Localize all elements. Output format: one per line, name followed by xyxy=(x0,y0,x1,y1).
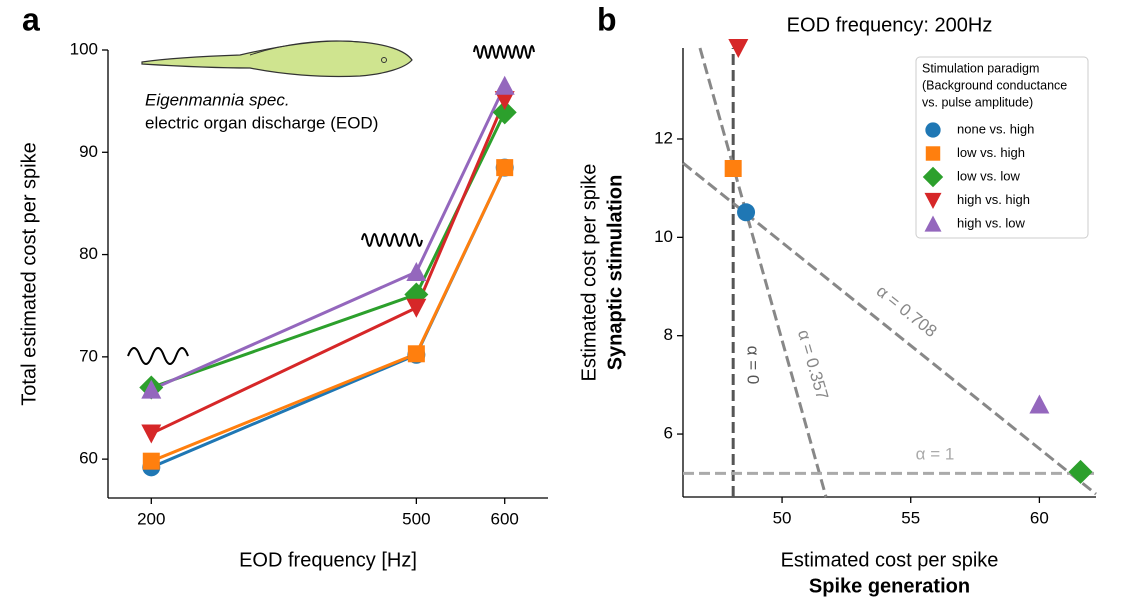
fish-eye xyxy=(381,57,387,63)
y-tick-label: 90 xyxy=(79,142,98,161)
chart-title: EOD frequency: 200Hz xyxy=(787,14,993,36)
fish-fin xyxy=(249,40,361,56)
marker-point xyxy=(737,203,756,222)
y-tick-label: 10 xyxy=(654,227,673,246)
y-tick-label: 70 xyxy=(79,346,98,365)
reference-line xyxy=(698,47,828,498)
marker-point xyxy=(496,159,514,177)
y-axis-label: Total estimated cost per spike xyxy=(18,142,40,405)
y-tick-label: 8 xyxy=(664,325,673,344)
legend-label: low vs. low xyxy=(957,168,1020,183)
x-tick-label: 600 xyxy=(491,509,519,528)
reference-line-label: α = 0.708 xyxy=(873,281,941,341)
marker-point xyxy=(492,100,517,125)
annotation: electric organ discharge (EOD) xyxy=(145,113,378,132)
x-axis-label: EOD frequency [Hz] xyxy=(239,549,417,571)
legend-marker xyxy=(922,166,944,188)
marker-point xyxy=(141,379,162,399)
y-tick-label: 60 xyxy=(79,449,98,468)
series-line xyxy=(150,99,507,435)
y-axis-label: Synaptic stimulation xyxy=(604,175,626,371)
legend-title: vs. pulse amplitude) xyxy=(922,95,1033,109)
legend-marker xyxy=(924,215,942,232)
marker-point xyxy=(728,39,749,58)
legend-label: low vs. high xyxy=(957,145,1025,160)
legend-title: Stimulation paradigm xyxy=(922,61,1039,75)
x-tick-label: 500 xyxy=(402,509,430,528)
x-axis-label: Estimated cost per spike xyxy=(781,549,999,571)
series-line xyxy=(150,166,507,463)
marker-point xyxy=(141,424,162,444)
legend-label: none vs. high xyxy=(957,121,1034,136)
marker-point xyxy=(494,75,515,95)
legend-marker xyxy=(924,192,942,209)
x-tick-label: 60 xyxy=(1030,508,1049,527)
marker-point xyxy=(724,159,742,177)
y-tick-label: 100 xyxy=(70,39,98,58)
annotation: Eigenmannia spec. xyxy=(145,90,290,109)
legend-box xyxy=(915,56,1089,239)
marker-point xyxy=(1029,394,1050,414)
marker-point xyxy=(142,452,160,470)
series-line xyxy=(150,111,507,389)
panel-label: a xyxy=(22,1,40,37)
panel-label: b xyxy=(597,1,617,37)
legend-label: high vs. high xyxy=(957,192,1030,207)
legend-title: (Background conductance xyxy=(922,78,1067,92)
x-tick-label: 200 xyxy=(137,509,165,528)
x-tick-label: 55 xyxy=(901,508,920,527)
series-line xyxy=(150,166,507,469)
marker-point xyxy=(406,261,427,281)
waveform-200 xyxy=(127,347,189,365)
reference-line-label: α = 0.357 xyxy=(794,328,832,402)
marker-point xyxy=(1068,459,1093,484)
legend-marker xyxy=(925,146,941,161)
marker-point xyxy=(407,345,425,363)
legend-label: high vs. low xyxy=(957,215,1026,230)
legend-marker xyxy=(925,122,941,138)
y-axis-label: Estimated cost per spike xyxy=(578,164,600,382)
waveform-600 xyxy=(473,45,535,59)
fish-illustration xyxy=(141,40,413,78)
waveform-500 xyxy=(361,233,423,247)
reference-line-label: α = 0 xyxy=(744,346,763,385)
y-tick-label: 6 xyxy=(664,424,673,443)
marker-point xyxy=(494,91,515,111)
y-tick-label: 12 xyxy=(654,128,673,147)
x-axis-label: Spike generation xyxy=(809,575,970,597)
y-tick-label: 80 xyxy=(79,244,98,263)
reference-line-label: α = 1 xyxy=(916,444,955,463)
x-tick-label: 50 xyxy=(773,508,792,527)
marker-point xyxy=(406,298,427,318)
